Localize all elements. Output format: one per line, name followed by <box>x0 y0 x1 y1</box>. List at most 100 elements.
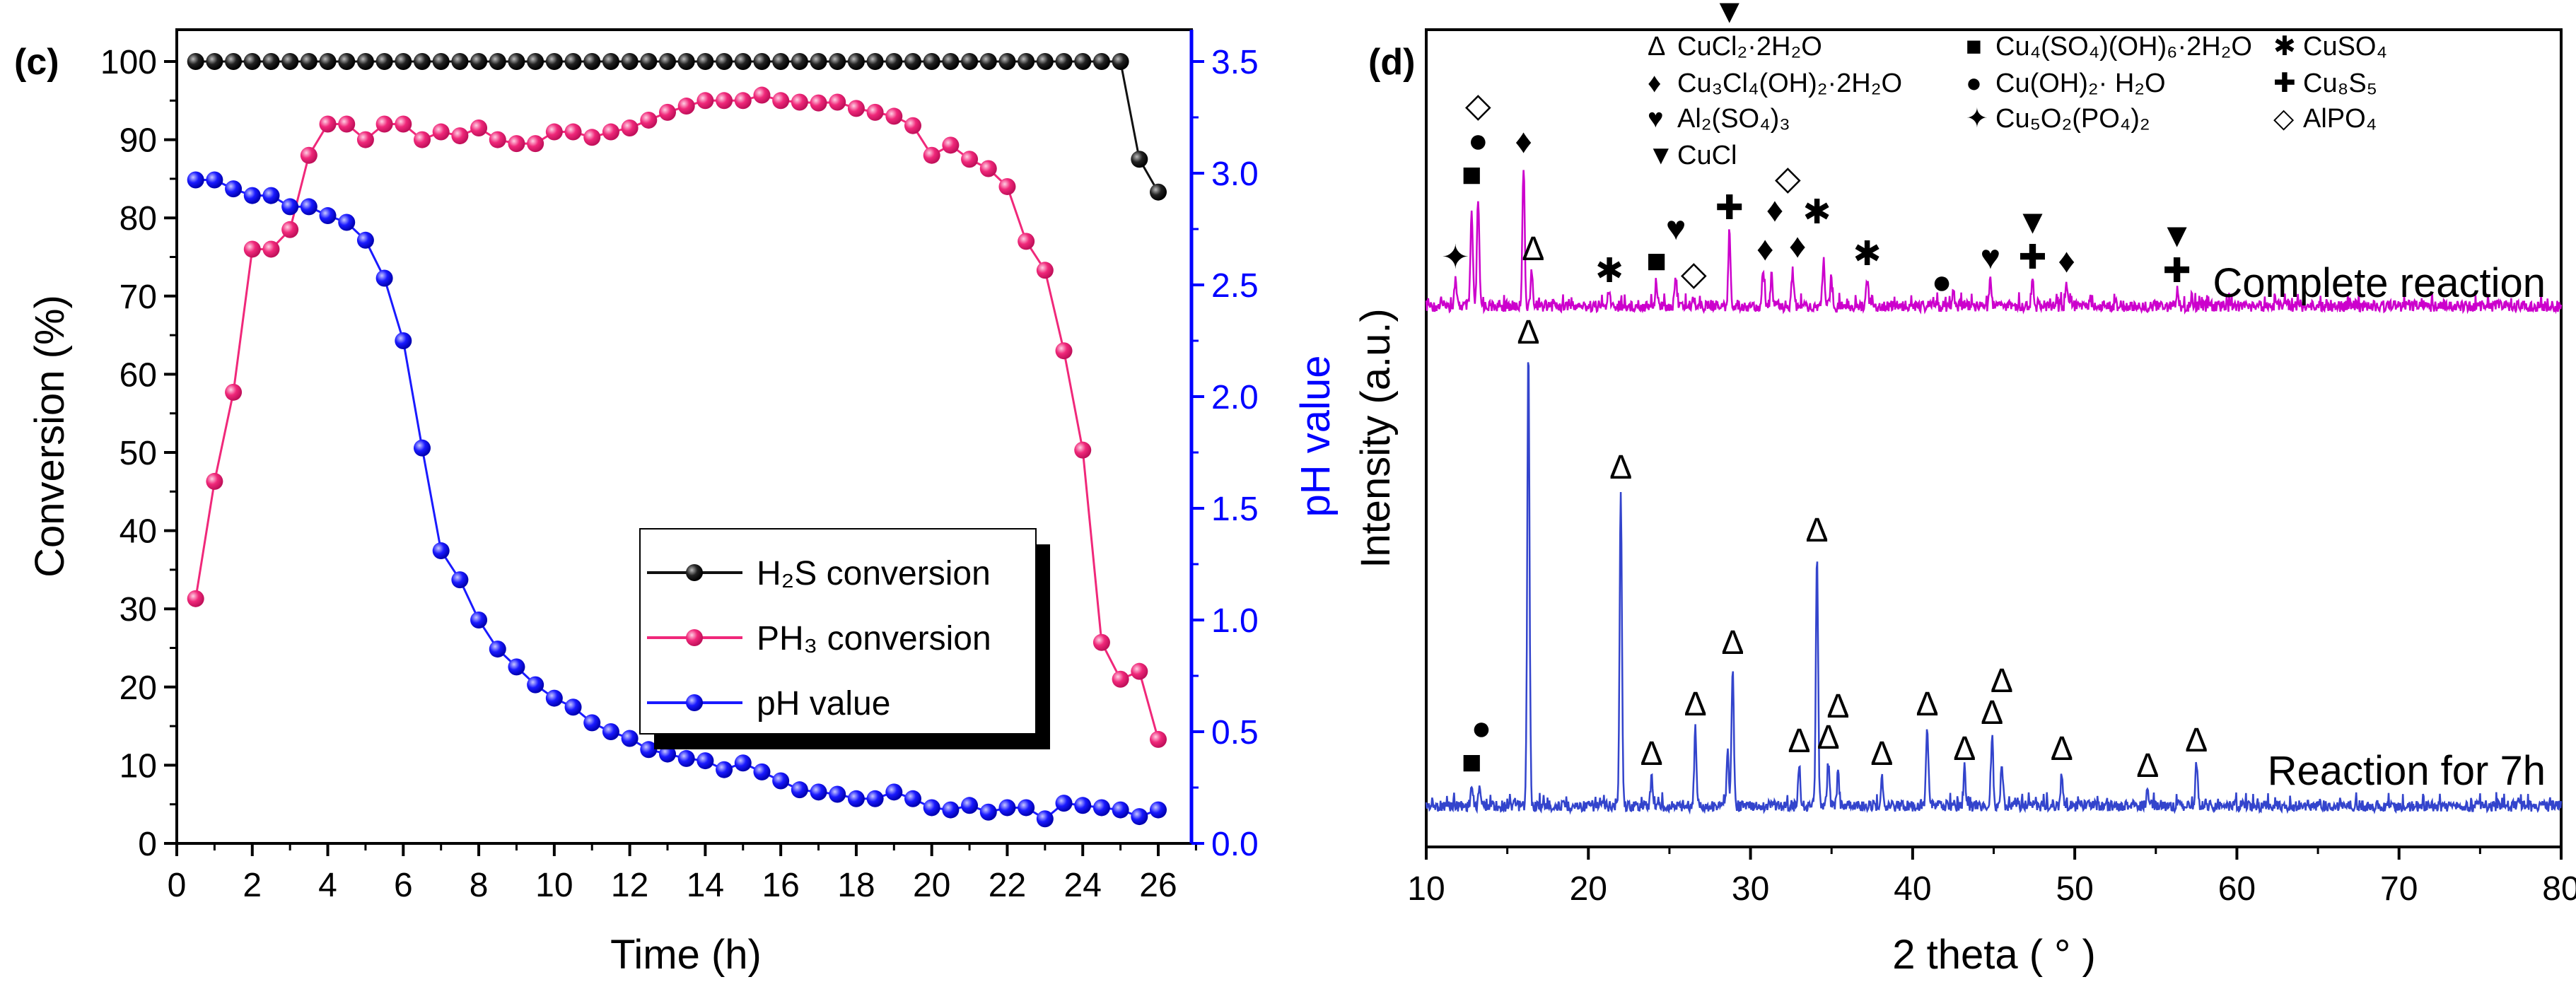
data-point <box>979 803 997 821</box>
data-point <box>998 799 1016 817</box>
data-point <box>395 332 412 349</box>
data-point <box>1092 633 1110 651</box>
y-tick-label: 50 <box>120 435 157 472</box>
data-point <box>432 53 450 70</box>
data-point <box>677 53 695 70</box>
x-tick-label: 6 <box>394 867 413 904</box>
y2-tick-label: 2.5 <box>1211 267 1259 305</box>
data-point <box>829 93 846 111</box>
legend-symbol: ♦ <box>1648 69 1661 98</box>
phase-marker: ◇ <box>1775 160 1801 197</box>
trace-label-complete: Complete reaction <box>2213 260 2546 306</box>
x-tick-label: 80 <box>2542 870 2576 908</box>
data-point <box>734 53 752 70</box>
data-point <box>697 53 714 70</box>
data-point <box>621 119 639 137</box>
legend-marker <box>686 629 703 646</box>
x-tick-label: 30 <box>1732 870 1769 908</box>
data-point <box>395 53 412 70</box>
data-point <box>187 590 204 607</box>
y2-tick-label: 3.5 <box>1211 44 1259 81</box>
phase-marker: Δ <box>1817 719 1840 756</box>
data-point <box>847 53 865 70</box>
data-point <box>527 53 544 70</box>
data-point <box>904 117 921 134</box>
phase-marker: ✚ <box>1715 189 1744 227</box>
y2-tick-label: 1.5 <box>1211 491 1259 528</box>
phase-marker: Δ <box>1953 730 1976 768</box>
data-point <box>470 612 488 628</box>
data-point <box>1112 670 1129 688</box>
y-tick-label: 90 <box>120 122 157 160</box>
data-point <box>432 542 450 560</box>
data-point <box>262 187 280 204</box>
data-point <box>414 53 431 70</box>
data-point <box>1036 53 1054 70</box>
data-point <box>1074 53 1092 70</box>
series-lines <box>194 60 1160 821</box>
data-point <box>1055 342 1073 360</box>
data-point <box>734 754 752 772</box>
series-line-1 <box>194 93 1160 740</box>
data-point <box>1074 441 1092 459</box>
legend-label: Al₂(SO₄)₃ <box>1677 104 1790 134</box>
y2-tick-label: 3.0 <box>1211 156 1259 193</box>
data-point <box>470 119 488 137</box>
data-point <box>281 53 299 70</box>
data-point <box>243 187 261 204</box>
data-point <box>1036 262 1054 279</box>
y-tick-label: 10 <box>120 747 157 785</box>
data-point <box>356 53 374 70</box>
xrd-trace-1 <box>1425 362 2563 815</box>
data-point <box>1150 183 1167 201</box>
data-point <box>564 53 582 70</box>
data-point <box>961 797 979 814</box>
panel-label-d: (d) <box>1368 42 1415 83</box>
data-point <box>300 198 317 216</box>
data-point <box>545 689 563 707</box>
data-point <box>206 53 223 70</box>
legend-symbol: Δ <box>1648 32 1665 62</box>
data-point <box>319 53 337 70</box>
x-axis-title: Time (h) <box>610 932 762 978</box>
data-point <box>791 93 808 111</box>
data-point <box>942 53 960 70</box>
phase-marker: Δ <box>1826 688 1849 725</box>
axis-ticks: 10 20 30 40 50 60 70 80 <box>1407 847 2576 908</box>
data-point <box>677 749 695 767</box>
data-point <box>564 123 582 141</box>
legend-label: CuCl₂·2H₂O <box>1677 32 1822 62</box>
x-tick-label: 16 <box>762 867 799 904</box>
y2-tick-label: 2.0 <box>1211 379 1259 416</box>
phase-marker: Δ <box>1991 662 2013 700</box>
xrd-trace-0 <box>1425 170 2563 315</box>
data-point <box>810 53 827 70</box>
phase-marker: Δ <box>1517 314 1539 351</box>
data-point <box>979 160 997 177</box>
data-point <box>697 752 714 770</box>
data-point <box>1112 801 1129 819</box>
phase-marker: ▼ <box>2016 204 2050 241</box>
data-point <box>281 221 299 238</box>
y-axis-title: Intensity (a.u.) <box>1353 308 1399 568</box>
data-point <box>810 94 827 112</box>
y2-tick-label: 1.0 <box>1211 602 1259 640</box>
data-point <box>527 135 544 153</box>
data-point <box>319 115 337 133</box>
data-point <box>583 129 601 146</box>
legend-symbol: ♥ <box>1648 104 1664 134</box>
x-tick-label: 24 <box>1064 867 1102 904</box>
phase-marker: ✱ <box>1595 252 1624 290</box>
conversion-chart: (c) 0 2 4 6 8 10 12 14 16 18 20 22 24 260102030405060… <box>14 28 1339 978</box>
data-point <box>187 171 204 189</box>
phase-marker: Δ <box>1806 512 1829 549</box>
x-tick-label: 4 <box>318 867 337 904</box>
data-point <box>979 53 997 70</box>
phase-marker: Δ <box>2136 747 2159 785</box>
legend-label: H₂S conversion <box>757 555 991 592</box>
phase-marker: ● <box>1932 264 1952 301</box>
data-point <box>356 131 374 148</box>
data-point <box>432 123 450 141</box>
y2-axis-title: pH value <box>1293 356 1339 517</box>
data-point <box>375 115 393 133</box>
